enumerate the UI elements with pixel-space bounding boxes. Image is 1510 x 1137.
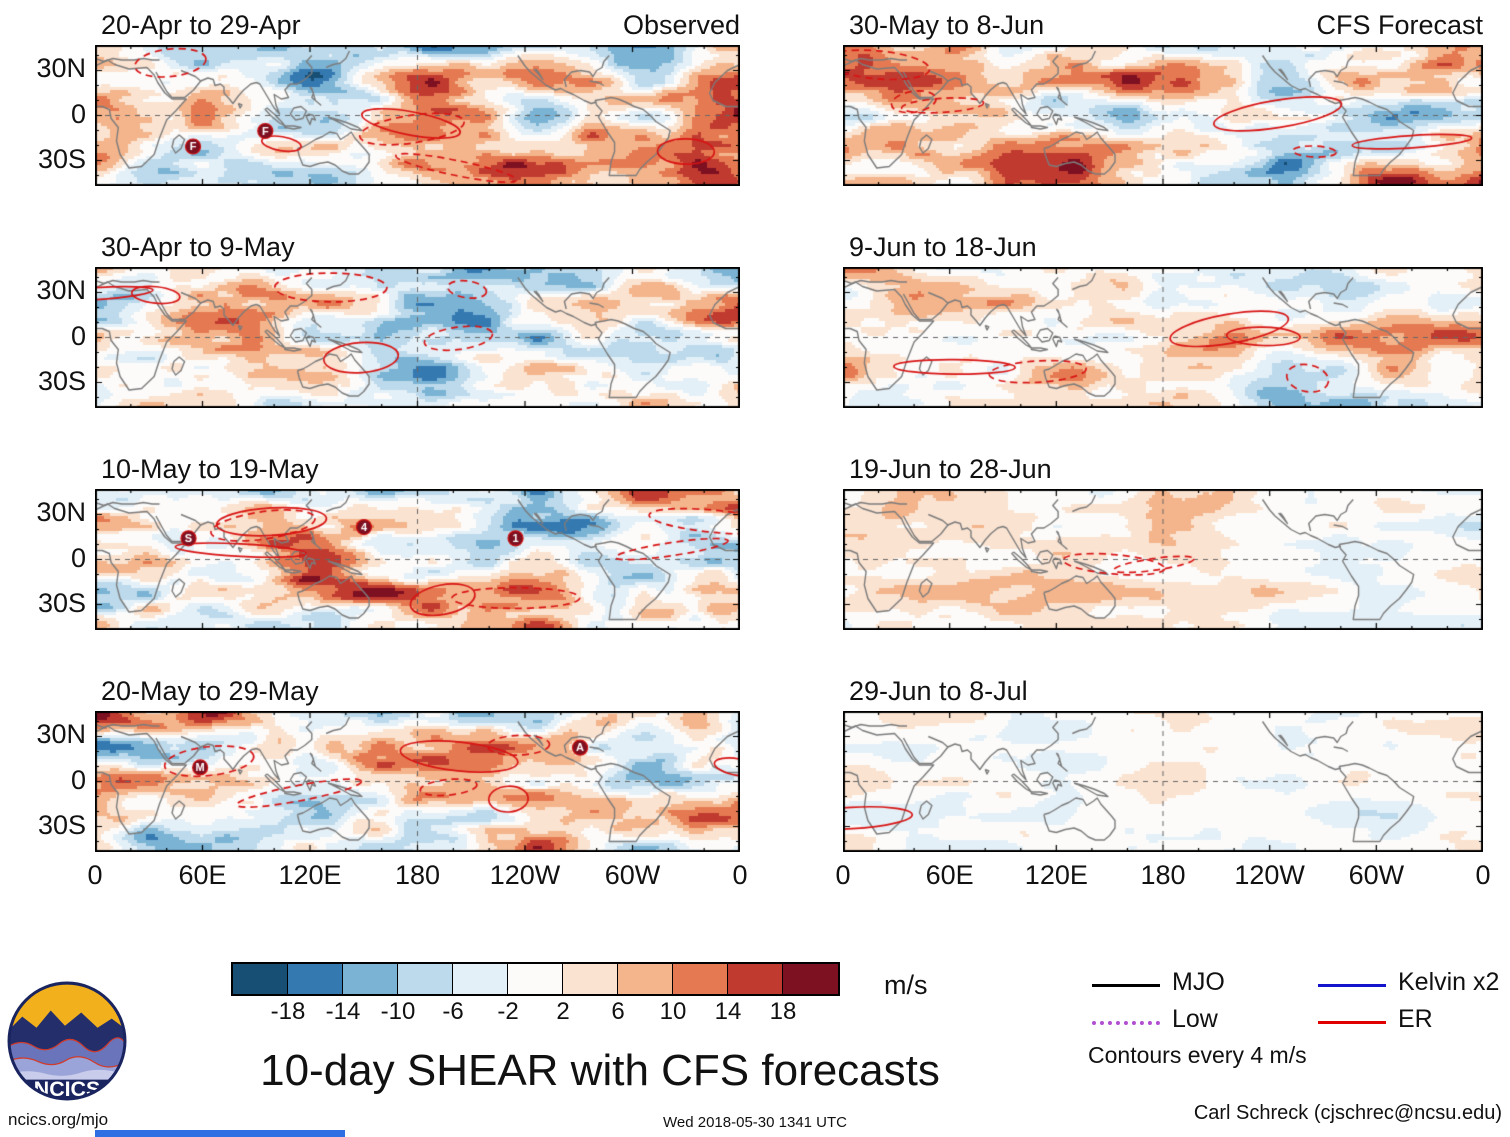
panel-date-label: 30-Apr to 9-May bbox=[101, 232, 295, 262]
lat-tick-label: 30S bbox=[37, 143, 86, 174]
panel-date-label: 30-May to 8-Jun bbox=[849, 10, 1045, 40]
observed-column-header: Observed bbox=[622, 10, 740, 40]
lon-tick-label: 120E bbox=[1024, 860, 1088, 890]
colorbar-swatch bbox=[783, 964, 838, 994]
panel-date-label: 10-May to 19-May bbox=[101, 454, 319, 484]
lat-tick-label: 30S bbox=[37, 365, 86, 396]
colorbar-swatch bbox=[728, 964, 783, 994]
panel-date-label: 20-Apr to 29-Apr bbox=[101, 10, 301, 40]
colorbar-tick-label: 6 bbox=[611, 998, 625, 1025]
colorbar-tick-label: 2 bbox=[556, 998, 570, 1025]
colorbar-swatch bbox=[233, 964, 288, 994]
lon-tick-label: 120W bbox=[489, 860, 561, 890]
map-panel bbox=[843, 267, 1483, 408]
colorbar-swatch bbox=[673, 964, 728, 994]
panel-date-label: 20-May to 29-May bbox=[101, 676, 319, 706]
colorbar-swatch bbox=[288, 964, 343, 994]
lon-tick-label: 120W bbox=[1234, 860, 1305, 890]
footer-url: ncics.org/mjo bbox=[8, 1110, 109, 1129]
map-panel bbox=[95, 45, 740, 186]
legend-line-er bbox=[1318, 1021, 1386, 1024]
colorbar-swatch bbox=[508, 964, 563, 994]
panel-date-label: 19-Jun to 28-Jun bbox=[849, 454, 1052, 484]
logo-text: NCICS bbox=[34, 1077, 100, 1101]
figure-title: 10-day SHEAR with CFS forecasts bbox=[260, 1046, 940, 1095]
colorbar-swatch bbox=[618, 964, 673, 994]
lat-tick-label: 0 bbox=[70, 764, 86, 795]
lat-tick-label: 30S bbox=[37, 587, 86, 618]
lon-tick-label: 0 bbox=[732, 860, 748, 890]
legend-line-low bbox=[1092, 1021, 1160, 1025]
map-panel bbox=[95, 267, 740, 408]
colorbar-units-label: m/s bbox=[884, 970, 928, 1000]
lon-tick-label: 60W bbox=[1348, 860, 1405, 890]
lon-tick-label: 0 bbox=[1475, 860, 1491, 890]
legend-line-mjo bbox=[1092, 984, 1160, 987]
cfs-forecast-column-header: CFS Forecast bbox=[1316, 10, 1483, 40]
lon-tick-label: 60E bbox=[925, 860, 974, 890]
colorbar-swatch bbox=[343, 964, 398, 994]
ncics-logo: NCICS bbox=[7, 981, 127, 1101]
colorbar-tick-label: 18 bbox=[769, 998, 797, 1025]
footer-timestamp: Wed 2018-05-30 1341 UTC bbox=[663, 1114, 847, 1131]
bottom-edge-strip bbox=[95, 1130, 345, 1137]
map-panel bbox=[843, 489, 1483, 630]
map-panel bbox=[843, 711, 1483, 852]
map-panel bbox=[95, 489, 740, 630]
colorbar-swatch bbox=[398, 964, 453, 994]
lon-tick-label: 0 bbox=[87, 860, 103, 890]
lon-tick-label: 120E bbox=[278, 860, 342, 890]
colorbar-swatch bbox=[453, 964, 508, 994]
colorbar bbox=[231, 962, 840, 996]
colorbar-tick-label: -14 bbox=[325, 998, 361, 1025]
lat-tick-label: 0 bbox=[70, 320, 86, 351]
colorbar-tick-label: -18 bbox=[270, 998, 306, 1025]
panel-date-label: 29-Jun to 8-Jul bbox=[849, 676, 1028, 706]
lon-tick-label: 60W bbox=[604, 860, 661, 890]
lat-tick-label: 30N bbox=[36, 719, 86, 750]
footer-author: Carl Schreck (cjschrec@ncsu.edu) bbox=[1193, 1102, 1502, 1124]
lon-tick-label: 180 bbox=[394, 860, 441, 890]
lat-tick-label: 30N bbox=[36, 53, 86, 84]
lat-tick-label: 0 bbox=[70, 542, 86, 573]
colorbar-swatch bbox=[563, 964, 618, 994]
logo-ring bbox=[7, 981, 127, 1101]
lat-tick-label: 30N bbox=[36, 497, 86, 528]
map-panel bbox=[95, 711, 740, 852]
legend-line-kelvin-x2 bbox=[1318, 984, 1386, 987]
legend-label: Kelvin x2 bbox=[1398, 968, 1500, 996]
colorbar-tick-label: 10 bbox=[659, 998, 687, 1025]
legend-label: MJO bbox=[1172, 968, 1225, 996]
panel-date-label: 9-Jun to 18-Jun bbox=[849, 232, 1037, 262]
legend-label: ER bbox=[1398, 1005, 1433, 1033]
colorbar-tick-label: -10 bbox=[380, 998, 416, 1025]
colorbar-tick-label: 14 bbox=[714, 998, 742, 1025]
colorbar-tick-label: -6 bbox=[442, 998, 464, 1025]
lat-tick-label: 30S bbox=[37, 809, 86, 840]
contour-interval-note: Contours every 4 m/s bbox=[1088, 1042, 1307, 1068]
map-panel bbox=[843, 45, 1483, 186]
lat-tick-label: 0 bbox=[70, 98, 86, 129]
lon-tick-label: 180 bbox=[1140, 860, 1186, 890]
lon-tick-label: 60E bbox=[178, 860, 227, 890]
colorbar-tick-label: -2 bbox=[497, 998, 519, 1025]
legend-label: Low bbox=[1172, 1005, 1218, 1033]
lon-tick-label: 0 bbox=[835, 860, 851, 890]
lat-tick-label: 30N bbox=[36, 275, 86, 306]
